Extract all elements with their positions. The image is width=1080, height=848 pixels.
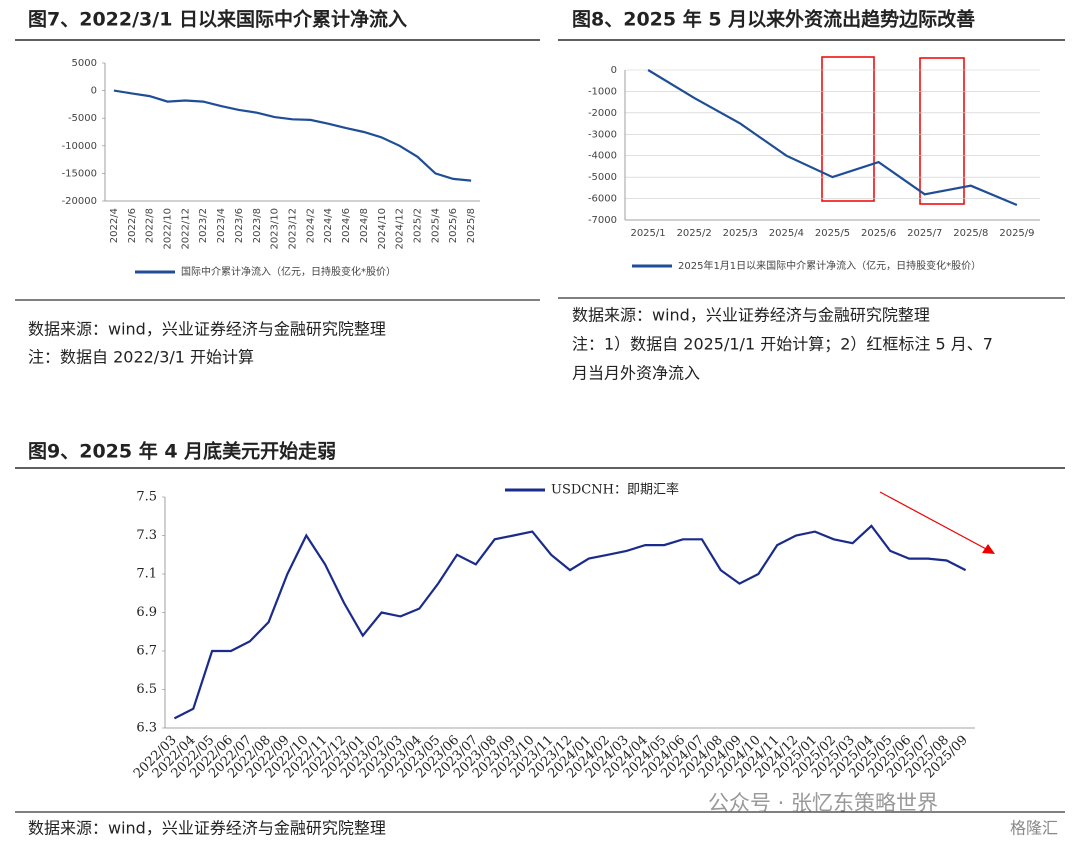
x-tick-label: 2023/12 [288,208,299,250]
data-line [647,69,1018,207]
y-tick-label: 7.1 [136,567,157,582]
note: 注：数据自 2022/3/1 开始计算 [28,348,254,367]
data-line [113,89,472,182]
x-tick-label: 2024/8 [359,208,370,243]
x-tick-label: 2024/2 [305,208,316,243]
x-tick-label: 2025/3 [723,228,758,239]
chart-title: 图9、2025 年 4 月底美元开始走弱 [28,440,336,463]
x-tick-label: 2025/4 [769,228,804,239]
x-tick-label: 2024/4 [323,208,334,243]
x-tick-label: 2025/2 [677,228,712,239]
x-tick-label: 2023/2 [198,208,209,243]
x-tick-label: 2025/4 [430,208,441,243]
x-tick-label: 2025/2 [413,208,424,243]
y-tick-label: 5000 [72,58,97,69]
y-tick-label: 6.7 [136,644,157,659]
arrow-head [982,544,995,554]
x-tick-label: 2024/10 [377,208,388,250]
x-tick-label: 2025/8 [466,208,477,243]
trend-arrow [879,491,989,551]
legend-label: 2025年1月1日以来国际中介累计净流入（亿元，日持股变化*股价） [678,259,981,272]
x-tick-label: 2025/5 [815,228,850,239]
y-tick-label: -1000 [588,86,617,97]
source: 数据来源：wind，兴业证券经济与金融研究院整理 [572,306,930,325]
x-tick-label: 2025/8 [953,228,988,239]
x-tick-label: 2022/12 [180,208,191,250]
source: 数据来源：wind，兴业证券经济与金融研究院整理 [28,819,386,838]
y-tick-label: 7.3 [136,528,157,543]
y-tick-label: -3000 [588,129,617,140]
note: 注：1）数据自 2025/1/1 开始计算；2）红框标注 5 月、7 [572,335,993,354]
watermark: 公众号 · 张忆东策略世界 [708,791,938,815]
legend-label: 国际中介累计净流入（亿元，日持股变化*股价） [181,265,396,278]
y-tick-label: 0 [611,65,617,76]
x-tick-label: 2025/9 [999,228,1034,239]
y-tick-label: -5000 [68,113,97,124]
x-tick-label: 2025/6 [448,208,459,243]
y-tick-label: -6000 [588,194,617,205]
source: 数据来源：wind，兴业证券经济与金融研究院整理 [28,320,386,339]
y-tick-label: -2000 [588,108,617,119]
y-tick-label: -4000 [588,151,617,162]
y-tick-label: 0 [91,86,97,97]
y-tick-label: -15000 [62,168,97,179]
x-tick-label: 2022/4 [109,208,120,243]
logo: 格隆汇 [1010,819,1058,838]
y-tick-label: -5000 [588,172,617,183]
x-tick-label: 2025/7 [907,228,942,239]
y-tick-label: -10000 [62,141,97,152]
highlight-box [919,57,965,205]
x-tick-label: 2022/10 [163,208,174,250]
x-tick-label: 2023/4 [216,208,227,243]
note: 月当月外资净流入 [572,364,700,383]
y-tick-label: -20000 [62,196,97,207]
y-tick-label: 6.3 [136,721,157,736]
data-line [173,524,967,720]
y-tick-label: -7000 [588,215,617,226]
y-tick-label: 6.5 [136,682,157,697]
y-tick-label: 7.5 [136,490,157,505]
x-tick-label: 2024/6 [341,208,352,243]
y-tick-label: 6.9 [136,605,157,620]
x-tick-label: 2022/6 [127,208,138,243]
x-tick-label: 2025/6 [861,228,896,239]
x-tick-label: 2022/8 [145,208,156,243]
x-tick-label: 2023/10 [270,208,281,250]
highlight-box [821,56,875,202]
x-tick-label: 2024/12 [395,208,406,250]
chart-title: 图8、2025 年 5 月以来外资流出趋势边际改善 [572,8,975,31]
chart-title: 图7、2022/3/1 日以来国际中介累计净流入 [28,8,407,31]
legend-label: USDCNH：即期汇率 [551,482,679,498]
x-tick-label: 2025/1 [630,228,665,239]
x-tick-label: 2023/8 [252,208,263,243]
x-tick-label: 2023/6 [234,208,245,243]
